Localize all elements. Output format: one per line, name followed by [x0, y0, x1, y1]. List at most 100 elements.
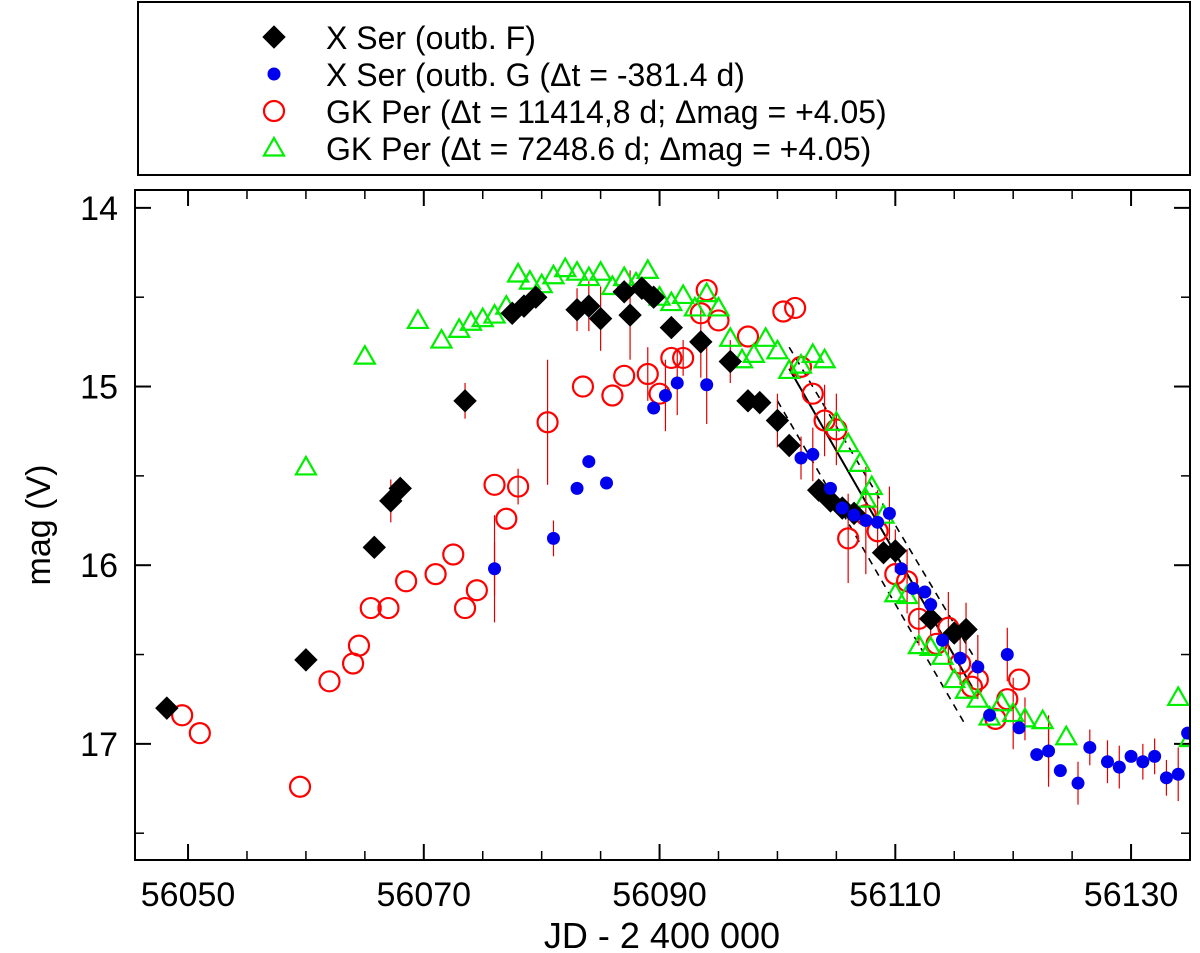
- data-point: [718, 326, 743, 347]
- data-point: [806, 447, 820, 461]
- data-point: [395, 570, 418, 593]
- data-point: [683, 295, 707, 317]
- data-point: [853, 486, 878, 508]
- data-point: [294, 648, 318, 672]
- legend-marker: [262, 99, 286, 123]
- plot-area: [155, 256, 1200, 805]
- data-point: [588, 306, 613, 331]
- data-point: [613, 364, 636, 387]
- data-point: [800, 342, 825, 363]
- series-3: [294, 256, 1189, 748]
- legend-entry: GK Per (Δt = 7248.6 d; Δmag = +4.05): [262, 131, 871, 167]
- data-point: [706, 295, 731, 317]
- data-point: [700, 378, 714, 392]
- data-point: [1053, 764, 1067, 778]
- data-point: [647, 401, 661, 415]
- data-point: [188, 722, 211, 745]
- data-point: [671, 283, 696, 305]
- data-point: [362, 535, 386, 560]
- data-point: [784, 296, 807, 320]
- data-point: [748, 390, 772, 415]
- data-point: [772, 300, 795, 323]
- data-point: [600, 476, 614, 490]
- data-point: [288, 775, 312, 798]
- data-point: [882, 506, 896, 520]
- data-point: [406, 308, 430, 330]
- data-point: [570, 481, 584, 495]
- data-point: [789, 352, 813, 374]
- data-point: [1054, 724, 1079, 746]
- data-point: [918, 607, 943, 631]
- data-point: [953, 651, 967, 665]
- y-tick-label: 17: [80, 726, 118, 764]
- axis-tick-labels: 56050 56070 56090 56110 56130 14 15 16 17: [80, 190, 1178, 914]
- x-tick-label: 56050: [141, 876, 236, 914]
- data-point: [794, 451, 808, 465]
- data-point: [971, 660, 985, 674]
- legend-marker: [267, 67, 281, 81]
- y-tick-label: 14: [80, 190, 118, 228]
- data-point: [1171, 767, 1185, 781]
- data-point: [388, 476, 412, 501]
- data-point: [536, 411, 559, 434]
- data-point: [618, 303, 642, 327]
- data-point: [924, 598, 938, 612]
- data-point: [918, 585, 932, 599]
- y-axis-label: mag (V): [20, 465, 58, 586]
- data-point: [707, 309, 730, 332]
- data-point: [546, 531, 560, 545]
- y-tick-label: 16: [80, 547, 118, 585]
- data-point: [672, 346, 695, 370]
- data-point: [588, 259, 613, 281]
- data-point: [859, 514, 873, 528]
- legend-frame: [137, 1, 1191, 176]
- data-point: [571, 375, 595, 398]
- data-point: [983, 708, 997, 722]
- y-tick-label: 15: [80, 369, 118, 407]
- data-point: [553, 256, 578, 278]
- x-axis-label: JD - 2 400 000: [544, 915, 780, 953]
- data-point: [506, 261, 530, 283]
- data-point: [424, 563, 447, 586]
- legend-marker: [262, 135, 286, 157]
- data-point: [1042, 744, 1056, 758]
- data-point: [641, 285, 666, 309]
- data-point: [835, 501, 849, 515]
- data-point: [601, 384, 624, 407]
- x-tick-label: 56130: [1084, 876, 1179, 914]
- data-point: [694, 281, 719, 303]
- plot-frame: [134, 189, 1191, 861]
- data-point: [495, 507, 518, 530]
- data-point: [488, 562, 502, 576]
- data-point: [377, 596, 400, 620]
- data-point: [318, 670, 341, 693]
- series-1: [488, 376, 1200, 790]
- data-point: [1012, 721, 1026, 735]
- data-point: [359, 596, 382, 620]
- data-point: [507, 475, 530, 498]
- data-point: [777, 433, 801, 458]
- x-tick-label: 56090: [612, 876, 707, 914]
- data-point: [1007, 668, 1031, 691]
- data-point: [1030, 748, 1044, 762]
- data-point: [1195, 777, 1200, 790]
- data-point: [1000, 648, 1014, 662]
- data-point: [741, 342, 766, 363]
- data-point: [659, 315, 684, 340]
- data-point: [859, 474, 884, 496]
- data-point: [1148, 749, 1162, 763]
- x-tick-label: 56070: [377, 876, 472, 914]
- data-point: [871, 515, 885, 529]
- data-point: [1030, 708, 1055, 730]
- legend-marker: [262, 25, 286, 49]
- data-point: [894, 562, 908, 576]
- legend-label: GK Per (Δt = 11414,8 d; Δmag = +4.05): [326, 94, 887, 130]
- data-point: [442, 543, 465, 566]
- data-point: [906, 581, 920, 595]
- data-point: [965, 686, 990, 708]
- data-point: [517, 268, 542, 290]
- data-point: [883, 539, 908, 563]
- data-point: [930, 644, 955, 665]
- data-point: [576, 265, 601, 287]
- data-point: [1181, 726, 1189, 740]
